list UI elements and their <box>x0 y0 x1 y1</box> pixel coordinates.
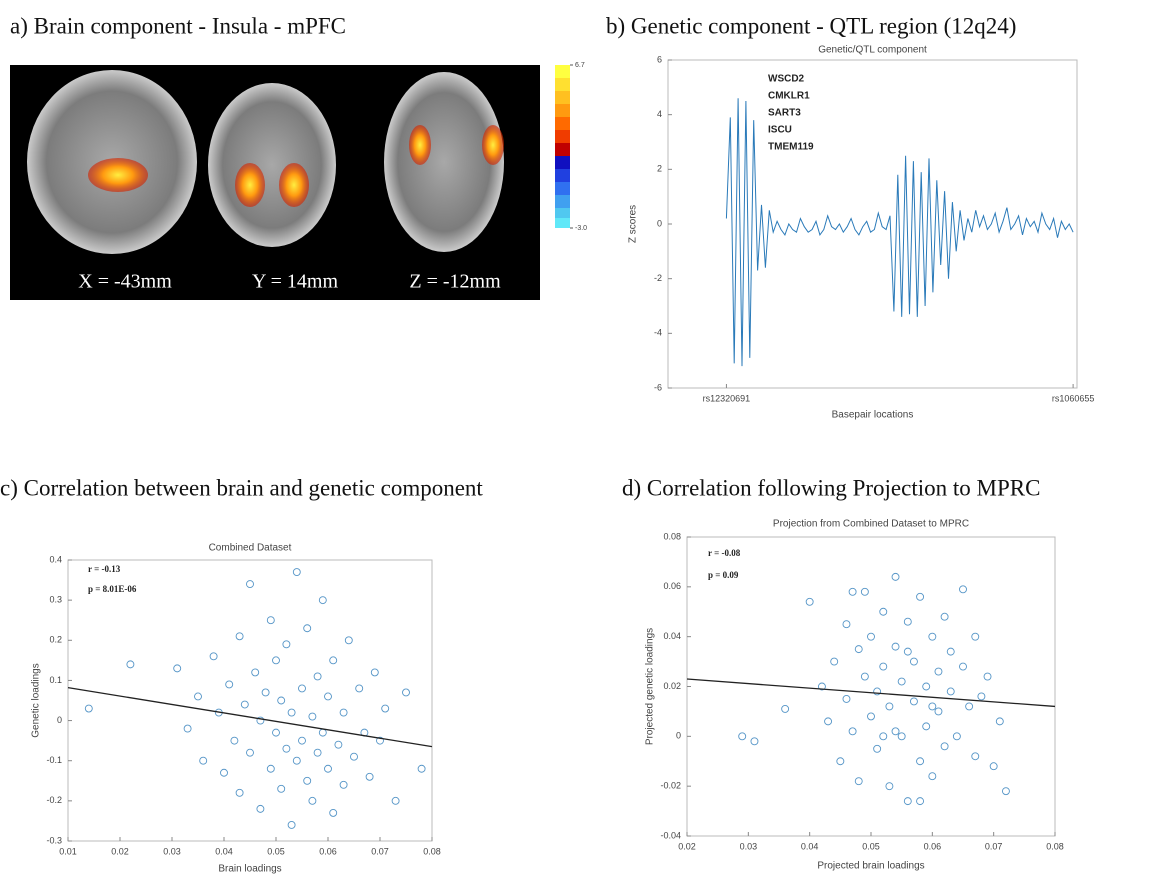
figure: a) Brain component - Insula - mPFC X = -4… <box>0 0 1162 876</box>
y-tick-label: -0.3 <box>46 835 62 845</box>
annotation: r = -0.08 <box>708 548 741 558</box>
y-tick-label: 6 <box>657 54 662 64</box>
panel-heading: a) Brain component - Insula - mPFC <box>10 13 346 38</box>
panel-heading: c) Correlation between brain and genetic… <box>0 475 483 500</box>
x-tick-label: 0.02 <box>678 841 696 851</box>
y-tick-label: 0.2 <box>49 635 62 645</box>
y-tick-label: -0.04 <box>660 830 681 840</box>
y-axis-label: Projected genetic loadings <box>645 628 656 745</box>
colorbar-cell <box>555 218 570 228</box>
coronal-slice <box>208 83 336 247</box>
panel-heading: b) Genetic component - QTL region (12q24… <box>606 13 1016 38</box>
colorbar-cell <box>555 195 570 208</box>
x-tick-label: 0.08 <box>423 846 441 856</box>
chart-title: Projection from Combined Dataset to MPRC <box>773 519 969 530</box>
y-axis-label: Genetic loadings <box>31 663 42 738</box>
y-tick-label: 0.04 <box>663 631 681 641</box>
x-tick-label: 0.08 <box>1046 841 1064 851</box>
y-tick-label: -0.02 <box>660 781 681 791</box>
brain-panel <box>10 65 570 300</box>
chart-title: Combined Dataset <box>209 543 292 554</box>
x-tick-label: 0.05 <box>267 846 285 856</box>
colorbar-cell <box>555 65 570 78</box>
x-axis-label: Brain loadings <box>218 864 281 875</box>
activation <box>88 158 148 192</box>
x-tick-label: 0.03 <box>740 841 758 851</box>
x-tick-label: 0.06 <box>319 846 337 856</box>
y-tick-label: 0.08 <box>663 531 681 541</box>
x-tick-label: 0.07 <box>985 841 1003 851</box>
colorbar-cell <box>555 104 570 117</box>
y-tick-label: 0.02 <box>663 681 681 691</box>
colorbar-cell <box>555 182 570 195</box>
annotation: r = -0.13 <box>88 564 121 574</box>
colorbar-cell <box>555 169 570 182</box>
y-tick-label: 0 <box>676 731 681 741</box>
activation <box>279 163 309 207</box>
x-tick-label: 0.02 <box>111 846 129 856</box>
annotation: WSCD2 <box>768 74 805 85</box>
x-tick-label: 0.06 <box>924 841 942 851</box>
activation <box>409 125 431 165</box>
y-tick-label: 0.4 <box>49 554 62 564</box>
y-tick-label: 0 <box>657 218 662 228</box>
x-axis-label: Basepair locations <box>832 410 914 421</box>
annotation: p = 0.09 <box>708 570 739 580</box>
colorbar-cell <box>555 130 570 143</box>
y-axis-label: Z scores <box>628 205 639 243</box>
y-tick-label: 2 <box>657 164 662 174</box>
plot-frame <box>687 537 1055 836</box>
colorbar-cell <box>555 91 570 104</box>
slice-label: Y = 14mm <box>252 271 339 293</box>
colorbar-cell <box>555 208 570 218</box>
colorbar-label: 6.7 <box>575 62 585 69</box>
colorbar-cell <box>555 143 570 156</box>
colorbar-label: -3.0 <box>575 225 587 232</box>
activation <box>235 163 265 207</box>
chart-title: Genetic/QTL component <box>818 45 927 56</box>
plot-frame <box>68 560 432 841</box>
annotation: CMKLR1 <box>768 91 810 102</box>
y-tick-label: 4 <box>657 109 662 119</box>
y-tick-label: 0.06 <box>663 581 681 591</box>
x-tick-label: rs1060655 <box>1052 393 1095 403</box>
x-tick-label: rs12320691 <box>703 393 751 403</box>
y-tick-label: 0.3 <box>49 595 62 605</box>
annotation: SART3 <box>768 108 801 119</box>
colorbar-cell <box>555 78 570 91</box>
x-tick-label: 0.04 <box>801 841 819 851</box>
slice-label: X = -43mm <box>78 271 172 293</box>
colorbar-cell <box>555 117 570 130</box>
annotation: p = 8.01E-06 <box>88 584 137 594</box>
activation <box>482 125 504 165</box>
x-tick-label: 0.03 <box>163 846 181 856</box>
x-axis-label: Projected brain loadings <box>817 861 924 872</box>
y-tick-label: -4 <box>654 328 662 338</box>
plot-frame <box>668 60 1077 388</box>
colorbar <box>555 65 570 228</box>
annotation: TMEM119 <box>768 142 814 153</box>
panel-heading: d) Correlation following Projection to M… <box>622 475 1040 500</box>
y-tick-label: 0.1 <box>49 675 62 685</box>
y-tick-label: -0.1 <box>46 755 62 765</box>
x-tick-label: 0.07 <box>371 846 389 856</box>
y-tick-label: -2 <box>654 273 662 283</box>
x-tick-label: 0.01 <box>59 846 77 856</box>
annotation: ISCU <box>768 125 792 136</box>
axial-slice <box>384 72 504 252</box>
colorbar-cell <box>555 156 570 169</box>
y-tick-label: -6 <box>654 382 662 392</box>
y-tick-label: 0 <box>57 715 62 725</box>
y-tick-label: -0.2 <box>46 795 62 805</box>
x-tick-label: 0.04 <box>215 846 233 856</box>
x-tick-label: 0.05 <box>862 841 880 851</box>
slice-label: Z = -12mm <box>409 271 501 293</box>
